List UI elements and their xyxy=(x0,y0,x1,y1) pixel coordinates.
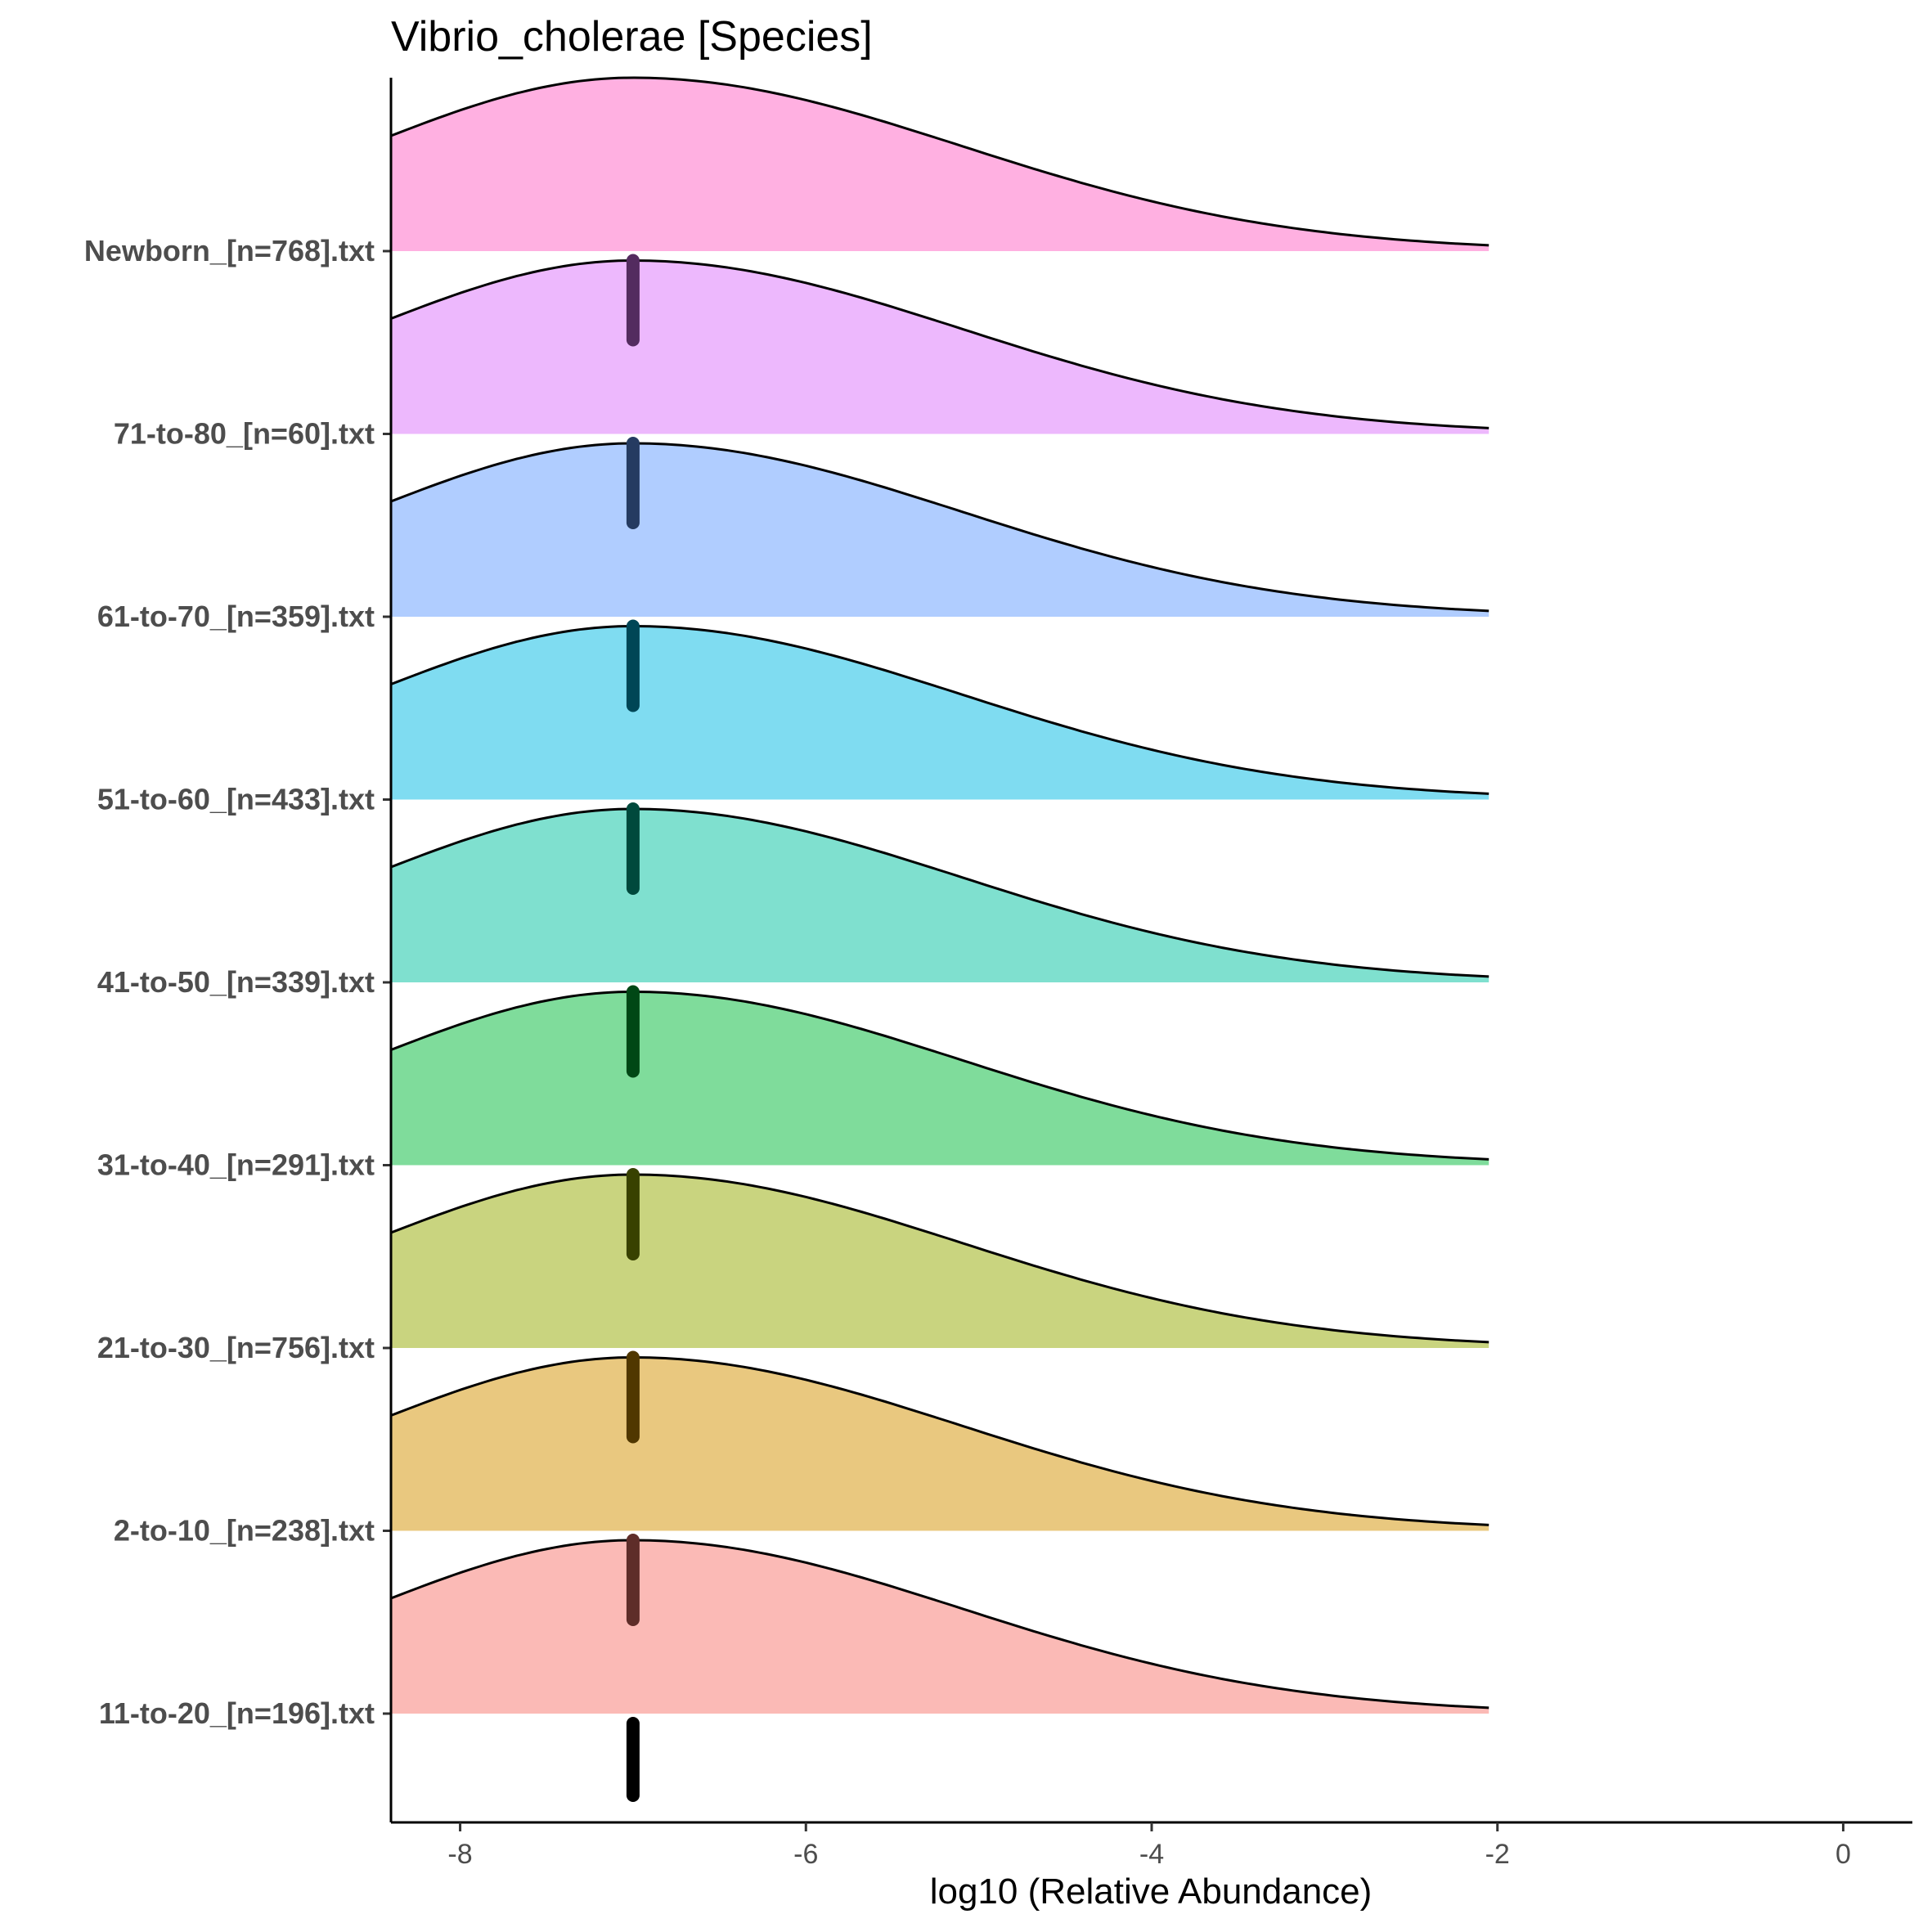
x-tick-label: -2 xyxy=(1485,1839,1510,1870)
ridge-area xyxy=(391,1175,1489,1348)
y-tick-label: 21-to-30_[n=756].txt xyxy=(97,1331,375,1364)
ridge-1 xyxy=(390,1539,1489,1714)
ridge-3 xyxy=(390,1173,1489,1348)
x-tick-label: -6 xyxy=(793,1839,818,1870)
ridge-area xyxy=(391,1357,1489,1531)
ridge-outline xyxy=(390,1539,1489,1710)
ridge-outline xyxy=(390,990,1489,1161)
y-tick-label: Newborn_[n=768].txt xyxy=(84,234,375,267)
ridge-outline xyxy=(390,258,1489,429)
ridge-5 xyxy=(390,807,1489,982)
ridge-2 xyxy=(390,1355,1489,1531)
y-tick-label: 41-to-50_[n=339].txt xyxy=(97,965,375,999)
x-tick-label: -4 xyxy=(1139,1839,1164,1870)
ridge-outline xyxy=(390,1355,1489,1526)
ridge-outline xyxy=(390,807,1489,978)
x-axis: -8 -6 -4 -2 0 xyxy=(391,1821,1912,1870)
ridge-area xyxy=(391,991,1489,1166)
y-tick-label: 11-to-20_[n=196].txt xyxy=(99,1696,375,1730)
ridge-area xyxy=(391,1540,1489,1714)
chart-title: Vibrio_cholerae [Species] xyxy=(391,13,873,61)
y-tick-label: 31-to-40_[n=291].txt xyxy=(97,1148,375,1182)
y-tick-label: 61-to-70_[n=359].txt xyxy=(97,600,375,633)
x-axis-label: log10 (Relative Abundance) xyxy=(930,1871,1373,1912)
ridge-9 xyxy=(390,76,1489,251)
ridge-outline xyxy=(390,624,1489,795)
ridge-8 xyxy=(390,258,1489,434)
ridge-7 xyxy=(390,442,1489,617)
y-tick-label: 71-to-80_[n=60].txt xyxy=(114,417,375,451)
ridge-area xyxy=(391,626,1489,800)
ridge-4 xyxy=(390,990,1489,1166)
ridge-outline xyxy=(390,442,1489,613)
ridge-outline xyxy=(390,1173,1489,1344)
y-tick-label: 51-to-60_[n=433].txt xyxy=(97,783,375,816)
y-axis: 11-to-20_[n=196].txt 2-to-10_[n=238].txt 2… xyxy=(84,78,393,1822)
ridge-6 xyxy=(390,624,1489,800)
ridge-area xyxy=(391,260,1489,434)
ridge-area xyxy=(391,809,1489,982)
x-tick-label: 0 xyxy=(1835,1839,1851,1870)
y-tick-label: 2-to-10_[n=238].txt xyxy=(114,1514,375,1548)
ridges xyxy=(390,76,1489,1714)
x-tick-label: -8 xyxy=(447,1839,472,1870)
ridge-area xyxy=(391,78,1489,251)
ridge-outline xyxy=(390,76,1489,247)
ridge-area xyxy=(391,443,1489,617)
